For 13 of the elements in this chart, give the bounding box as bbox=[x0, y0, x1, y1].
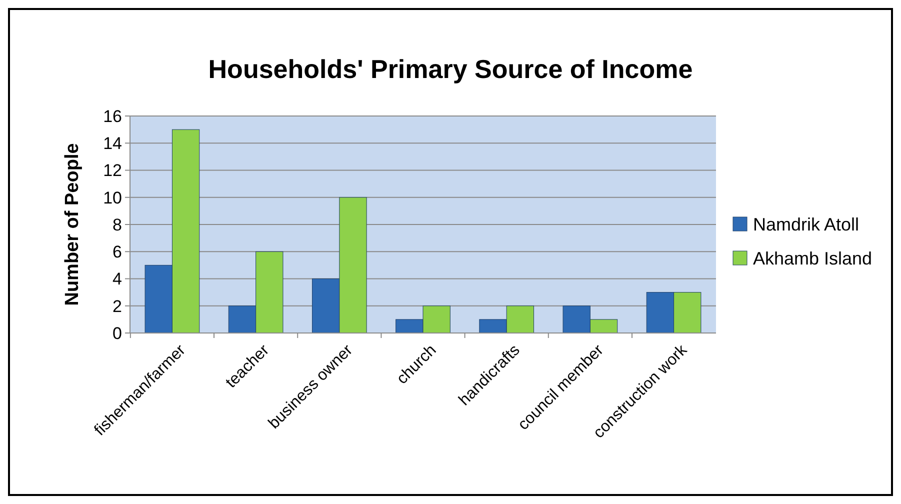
legend-label: Akhamb Island bbox=[753, 248, 872, 268]
y-tick-label: 4 bbox=[112, 270, 122, 289]
y-tick-label: 2 bbox=[112, 296, 122, 316]
y-tick-label: 12 bbox=[103, 161, 122, 180]
chart-title: Households' Primary Source of Income bbox=[208, 54, 693, 84]
y-tick-label: 6 bbox=[112, 242, 122, 262]
y-tick-label: 0 bbox=[112, 324, 122, 343]
y-tick-label: 8 bbox=[112, 215, 122, 234]
legend-label: Namdrik Atoll bbox=[753, 214, 860, 234]
y-tick-label: 10 bbox=[103, 188, 122, 208]
y-tick-label: 16 bbox=[103, 106, 122, 126]
y-axis-title: Number of People bbox=[62, 143, 83, 306]
y-tick-label: 14 bbox=[103, 134, 122, 154]
